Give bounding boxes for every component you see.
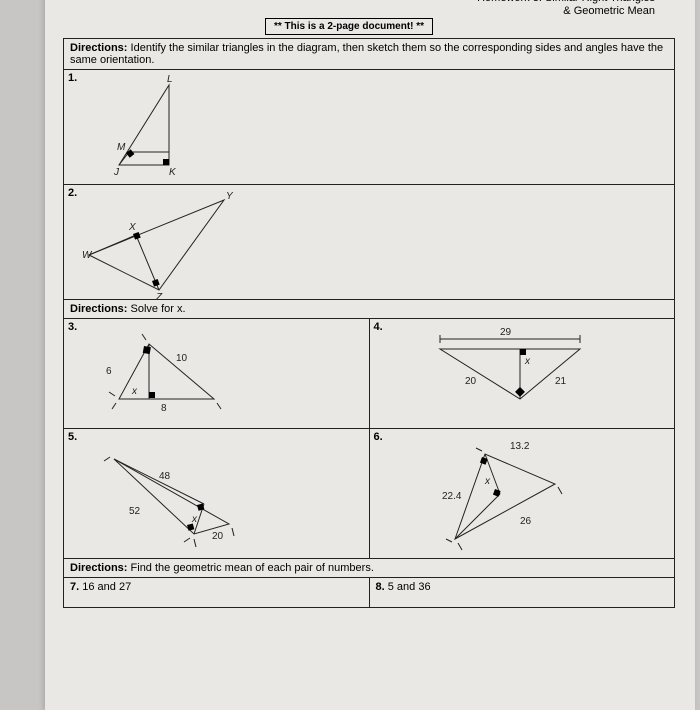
val-21: 21 bbox=[555, 376, 567, 387]
per-label: Per: bbox=[305, 0, 323, 3]
row-5-6: 5. 48 52 20 x 6. bbox=[64, 429, 674, 559]
problem-6: 6. 13.2 22.4 26 x bbox=[370, 429, 675, 558]
problem-7: 7. 16 and 27 bbox=[64, 578, 370, 607]
val-48: 48 bbox=[159, 471, 171, 482]
label-X: X bbox=[128, 222, 136, 233]
val-20: 20 bbox=[212, 531, 224, 542]
problem-5-num: 5. bbox=[68, 431, 77, 443]
val-x5: x bbox=[191, 514, 198, 525]
problem-8-text: 5 and 36 bbox=[388, 581, 431, 593]
triangle-1: L M J K bbox=[64, 70, 224, 185]
val-x4: x bbox=[524, 356, 531, 367]
problem-6-num: 6. bbox=[374, 431, 383, 443]
problem-2-num: 2. bbox=[68, 187, 77, 199]
triangle-6: 13.2 22.4 26 x bbox=[370, 429, 650, 559]
label-K: K bbox=[169, 167, 177, 178]
label-J: J bbox=[113, 167, 120, 178]
label-L: L bbox=[167, 74, 173, 85]
problem-4: 4. 29 x 20 21 bbox=[370, 319, 675, 428]
directions-1: Directions: Identify the similar triangl… bbox=[64, 39, 674, 70]
val-x6: x bbox=[484, 476, 491, 487]
triangle-5: 48 52 20 x bbox=[64, 429, 294, 559]
val-8: 8 bbox=[161, 403, 167, 414]
label-M: M bbox=[117, 142, 126, 153]
val-29: 29 bbox=[500, 327, 512, 338]
directions-3: Directions: Find the geometric mean of e… bbox=[64, 559, 674, 578]
val-20: 20 bbox=[465, 376, 477, 387]
triangle-4: 29 x 20 21 bbox=[370, 319, 650, 429]
directions-2-text: Solve for x. bbox=[131, 303, 186, 315]
homework-subtitle: & Geometric Mean bbox=[563, 5, 655, 17]
problem-3-num: 3. bbox=[68, 321, 77, 333]
directions-3-text: Find the geometric mean of each pair of … bbox=[131, 562, 374, 574]
row-3-4: 3. 6 10 8 x 4. bbox=[64, 319, 674, 429]
problem-5: 5. 48 52 20 x bbox=[64, 429, 370, 558]
problem-7-num: 7. bbox=[70, 581, 79, 593]
triangle-2: W X Y Z bbox=[64, 185, 264, 300]
label-Z: Z bbox=[155, 292, 163, 300]
directions-1-text: Identify the similar triangles in the di… bbox=[70, 42, 663, 66]
val-224: 22.4 bbox=[442, 491, 462, 502]
homework-title: Homework 3: Similar Right Triangles bbox=[477, 0, 655, 4]
problem-8: 8. 5 and 36 bbox=[370, 578, 675, 607]
triangle-3: 6 10 8 x bbox=[64, 319, 284, 429]
label-Y: Y bbox=[226, 191, 234, 202]
problem-8-num: 8. bbox=[376, 581, 385, 593]
val-26: 26 bbox=[520, 516, 532, 527]
page-notice: ** This is a 2-page document! ** bbox=[265, 18, 433, 35]
problem-3: 3. 6 10 8 x bbox=[64, 319, 370, 428]
directions-2: Directions: Solve for x. bbox=[64, 300, 674, 319]
problem-1-num: 1. bbox=[68, 72, 77, 84]
val-x3: x bbox=[131, 386, 138, 397]
problem-2: 2. W X Y Z bbox=[64, 185, 674, 300]
problem-7-text: 16 and 27 bbox=[82, 581, 131, 593]
val-132: 13.2 bbox=[510, 441, 530, 452]
problem-1: 1. L M J K bbox=[64, 70, 674, 185]
page-header: Per: Homework 3: Similar Right Triangles… bbox=[45, 0, 695, 38]
val-6: 6 bbox=[106, 366, 112, 377]
problem-4-num: 4. bbox=[374, 321, 383, 333]
val-52: 52 bbox=[129, 506, 141, 517]
worksheet-page: Per: Homework 3: Similar Right Triangles… bbox=[45, 0, 695, 710]
label-W: W bbox=[82, 250, 93, 261]
worksheet-grid: Directions: Identify the similar triangl… bbox=[63, 38, 675, 608]
val-10: 10 bbox=[176, 353, 188, 364]
row-7-8: 7. 16 and 27 8. 5 and 36 bbox=[64, 578, 674, 608]
